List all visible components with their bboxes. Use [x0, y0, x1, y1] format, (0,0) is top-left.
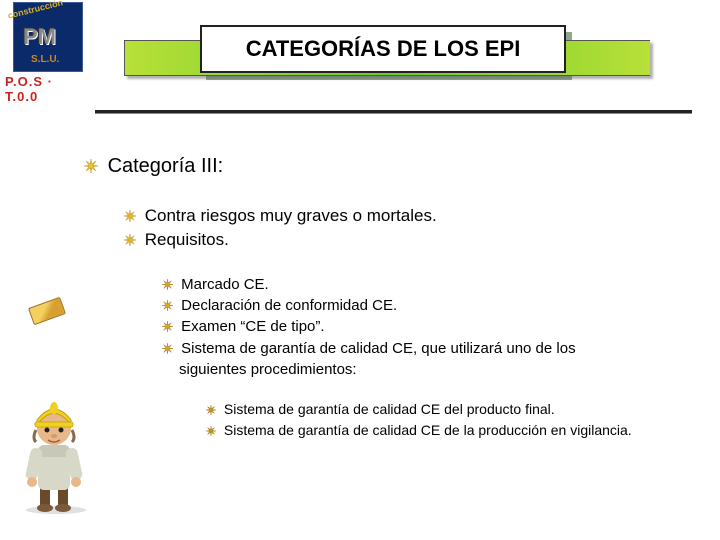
list-item-level3-continuation: siguientes procedimientos: [162, 360, 692, 380]
level3-text: Examen “CE de tipo”. [181, 318, 324, 335]
level4-text: Sistema de garantía de calidad CE del pr… [224, 401, 555, 417]
logo-bottom-text: P.O.S · T.0.0 [5, 74, 90, 104]
starburst-icon [206, 401, 216, 421]
list-item-level4: Sistema de garantía de calidad CE del pr… [206, 400, 692, 421]
level2-text: Contra riesgos muy graves o mortales. [145, 206, 437, 225]
list-item-level3: Sistema de garantía de calidad CE, que u… [162, 339, 692, 360]
construction-worker-illustration [18, 390, 93, 515]
logo-badge: construcción PM S.L.U. P.O.S · T.0.0 [5, 2, 90, 97]
level3-text: Sistema de garantía de calidad CE, que u… [181, 340, 575, 357]
logo-sub-text: S.L.U. [31, 54, 59, 65]
starburst-icon [162, 318, 173, 338]
content-region: Categoría III: Contra riesgos muy graves… [84, 155, 692, 441]
page-title: CATEGORÍAS DE LOS EPI [246, 36, 521, 62]
logo-mid-text: PM [23, 24, 56, 50]
list-item-level2: Contra riesgos muy graves o mortales. [124, 205, 692, 229]
title-box: CATEGORÍAS DE LOS EPI [200, 25, 566, 73]
list-item-level3: Declaración de conformidad CE. [162, 296, 692, 317]
starburst-icon [124, 206, 136, 229]
level2-group: Contra riesgos muy graves o mortales. Re… [124, 205, 692, 253]
pencil-icon [28, 297, 66, 326]
starburst-icon [162, 340, 173, 360]
level4-text: Sistema de garantía de calidad CE de la … [224, 422, 632, 438]
starburst-icon [124, 230, 136, 253]
starburst-icon [162, 297, 173, 317]
list-item-level2: Requisitos. [124, 229, 692, 253]
level3-text: Declaración de conformidad CE. [181, 297, 397, 314]
starburst-icon [206, 422, 216, 442]
level3-text: siguientes procedimientos: [179, 361, 357, 378]
level3-text: Marcado CE. [181, 276, 269, 293]
level4-group: Sistema de garantía de calidad CE del pr… [206, 400, 692, 441]
list-item-level3: Examen “CE de tipo”. [162, 317, 692, 338]
starburst-icon [84, 156, 98, 179]
header-divider [95, 110, 692, 113]
list-item-level4: Sistema de garantía de calidad CE de la … [206, 421, 692, 442]
level1-text: Categoría III: [108, 155, 224, 177]
list-item-level3: Marcado CE. [162, 275, 692, 296]
starburst-icon [162, 276, 173, 296]
level3-group: Marcado CE. Declaración de conformidad C… [162, 275, 692, 380]
level2-text: Requisitos. [145, 230, 229, 249]
list-item-level1: Categoría III: [84, 155, 692, 179]
header-region: construcción PM S.L.U. P.O.S · T.0.0 CAT… [0, 0, 720, 98]
